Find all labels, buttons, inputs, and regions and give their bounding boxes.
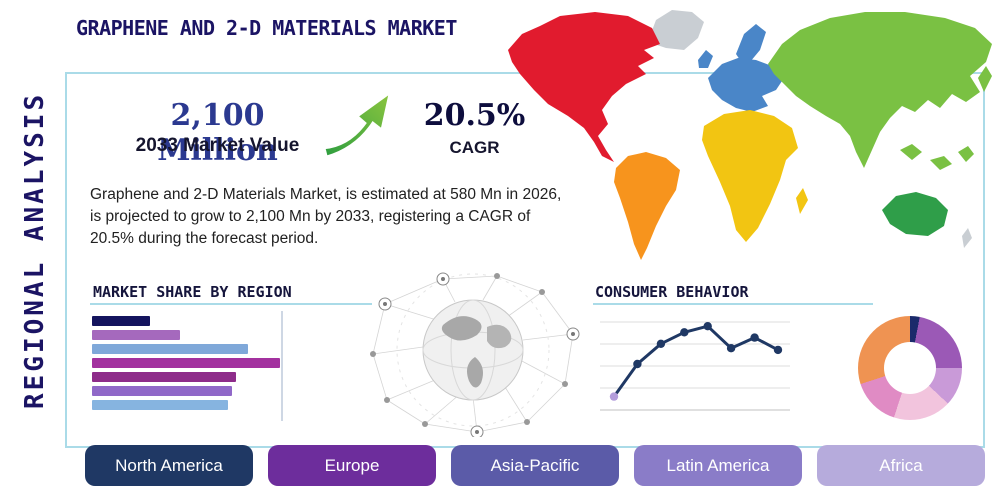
globe-network-illustration bbox=[370, 272, 580, 437]
region-button-label: North America bbox=[115, 455, 223, 475]
content-frame bbox=[65, 72, 985, 448]
region-bar bbox=[92, 386, 232, 396]
map-south-america bbox=[614, 152, 680, 260]
region-button-north-america[interactable]: North America bbox=[85, 445, 253, 486]
market-share-section-title: MARKET SHARE BY REGION bbox=[93, 283, 292, 301]
donut-chart bbox=[858, 316, 962, 420]
world-map bbox=[508, 10, 992, 260]
market-summary-text: Graphene and 2-D Materials Market, is es… bbox=[90, 186, 562, 247]
region-button-label: Latin America bbox=[666, 455, 770, 475]
region-button-africa[interactable]: Africa bbox=[817, 445, 985, 486]
map-europe bbox=[698, 24, 784, 112]
market-value-stat: 2,100 Million bbox=[157, 98, 278, 168]
region-bar bbox=[92, 344, 248, 354]
consumer-behavior-line-svg bbox=[600, 321, 790, 411]
region-button-europe[interactable]: Europe bbox=[268, 445, 436, 486]
bar-chart-gridline bbox=[281, 311, 283, 421]
region-bar bbox=[92, 400, 228, 410]
growth-arrow-icon bbox=[323, 92, 391, 158]
region-button-label: Africa bbox=[879, 455, 923, 475]
regional-analysis-vertical-label: REGIONAL ANALYSIS bbox=[20, 91, 50, 409]
market-share-bar-chart bbox=[92, 316, 280, 410]
cagr-label: CAGR bbox=[449, 138, 500, 157]
region-button-label: Europe bbox=[324, 455, 380, 475]
region-bar bbox=[92, 372, 236, 382]
region-bar bbox=[92, 316, 150, 326]
region-bar bbox=[92, 330, 180, 340]
consumer-behavior-underline bbox=[593, 303, 873, 305]
market-share-underline bbox=[90, 303, 372, 305]
region-bar bbox=[92, 358, 280, 368]
region-button-label: Asia-Pacific bbox=[490, 455, 580, 475]
map-greenland bbox=[650, 10, 704, 50]
map-africa bbox=[702, 110, 808, 242]
page-title: GRAPHENE AND 2-D MATERIALS MARKET bbox=[76, 16, 457, 40]
map-north-america bbox=[508, 12, 660, 162]
cagr-stat: 20.5% bbox=[423, 98, 526, 133]
market-value-label: 2033 Market Value bbox=[135, 135, 300, 156]
consumer-behavior-section-title: CONSUMER BEHAVIOR bbox=[595, 283, 749, 301]
region-button-latin-america[interactable]: Latin America bbox=[634, 445, 802, 486]
region-button-asia-pacific[interactable]: Asia-Pacific bbox=[451, 445, 619, 486]
map-new-zealand bbox=[962, 228, 972, 248]
map-australia bbox=[882, 192, 948, 236]
map-asia bbox=[768, 12, 992, 170]
